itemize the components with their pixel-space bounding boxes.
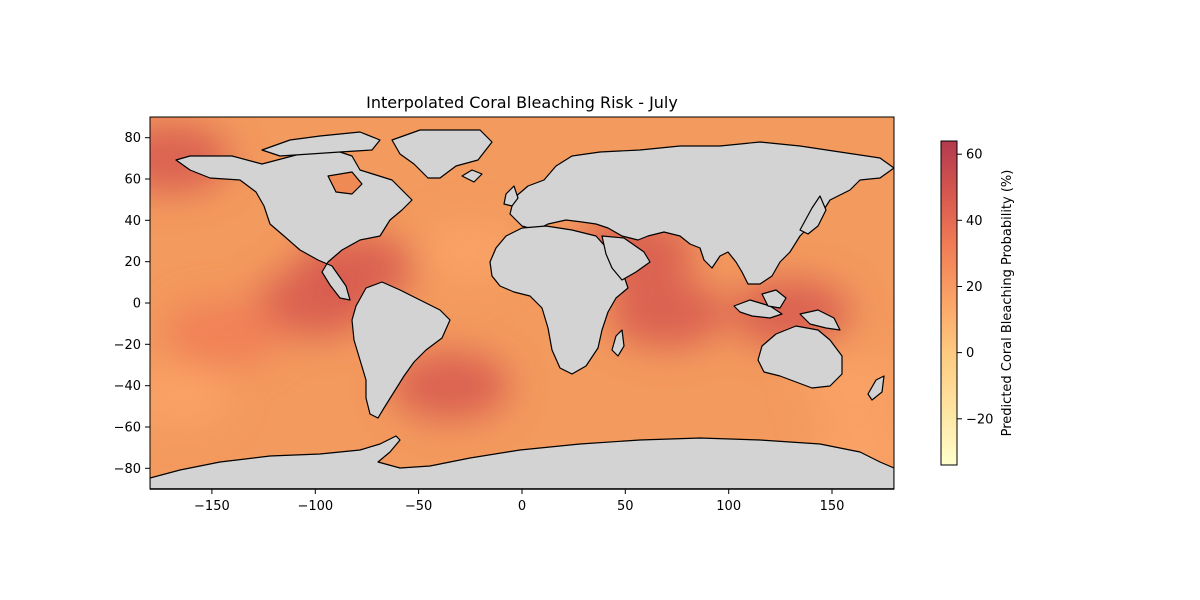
x-tick-label: −150 xyxy=(194,499,230,514)
colorbar-tick-label: −20 xyxy=(966,412,993,427)
colorbar: 60 40 20 0 −20 Predicted Coral Bleaching… xyxy=(940,140,1015,466)
x-tick-label: 0 xyxy=(518,499,526,514)
south-america-landmass xyxy=(351,281,451,419)
heat-hotspot xyxy=(162,300,283,368)
arabia-landmass xyxy=(601,235,651,281)
chart-title: Interpolated Coral Bleaching Risk - July xyxy=(366,93,678,112)
madagascar-landmass xyxy=(611,329,625,357)
y-tick-label: 40 xyxy=(124,214,141,229)
japan-landmass xyxy=(799,195,827,235)
y-tick-label: −60 xyxy=(114,421,141,436)
indonesia-islands xyxy=(733,299,783,319)
y-tick-label: −40 xyxy=(114,379,141,394)
greenland-landmass xyxy=(391,129,493,179)
y-tick-label: 20 xyxy=(124,255,141,270)
africa-landmass xyxy=(489,225,629,375)
hudson-bay xyxy=(327,171,363,195)
x-tick-label: 100 xyxy=(716,499,741,514)
antarctica-landmass xyxy=(150,435,894,489)
y-tick-label: 60 xyxy=(124,173,141,188)
x-tick-label: −50 xyxy=(405,499,432,514)
colorbar-label: Predicted Coral Bleaching Probability (%… xyxy=(1000,170,1015,437)
british-isles-landmass xyxy=(503,185,519,207)
heat-hotspot xyxy=(606,279,727,348)
y-tick-label: −80 xyxy=(114,462,141,477)
colorbar-tick-label: 40 xyxy=(966,214,983,229)
europe-asia-landmass xyxy=(509,141,894,285)
map-plot xyxy=(150,117,894,489)
y-axis: 80 60 40 20 0 −20 −40 −60 −80 xyxy=(114,131,150,477)
x-tick-label: 150 xyxy=(820,499,845,514)
x-tick-label: 50 xyxy=(617,499,634,514)
land-layer xyxy=(150,129,894,489)
canadian-arctic-islands xyxy=(261,131,381,157)
heat-coolspot xyxy=(150,366,231,426)
australia-landmass xyxy=(757,325,843,389)
iceland-landmass xyxy=(461,169,483,183)
new-zealand-landmass xyxy=(867,375,885,401)
y-tick-label: 0 xyxy=(133,297,141,312)
borneo-landmass xyxy=(761,289,787,309)
x-axis: −150 −100 −50 0 50 100 150 xyxy=(194,489,844,514)
new-guinea-landmass xyxy=(799,309,841,331)
colorbar-tick-label: 20 xyxy=(966,280,983,295)
heat-hotspot xyxy=(730,279,851,348)
colorbar-gradient xyxy=(940,140,958,466)
y-tick-label: 80 xyxy=(124,131,141,146)
colorbar-tick-label: 0 xyxy=(966,346,974,361)
x-tick-label: −100 xyxy=(297,499,333,514)
colorbar-tick-label: 60 xyxy=(966,148,983,163)
heat-hotspot xyxy=(389,351,510,420)
y-tick-label: −20 xyxy=(114,338,141,353)
